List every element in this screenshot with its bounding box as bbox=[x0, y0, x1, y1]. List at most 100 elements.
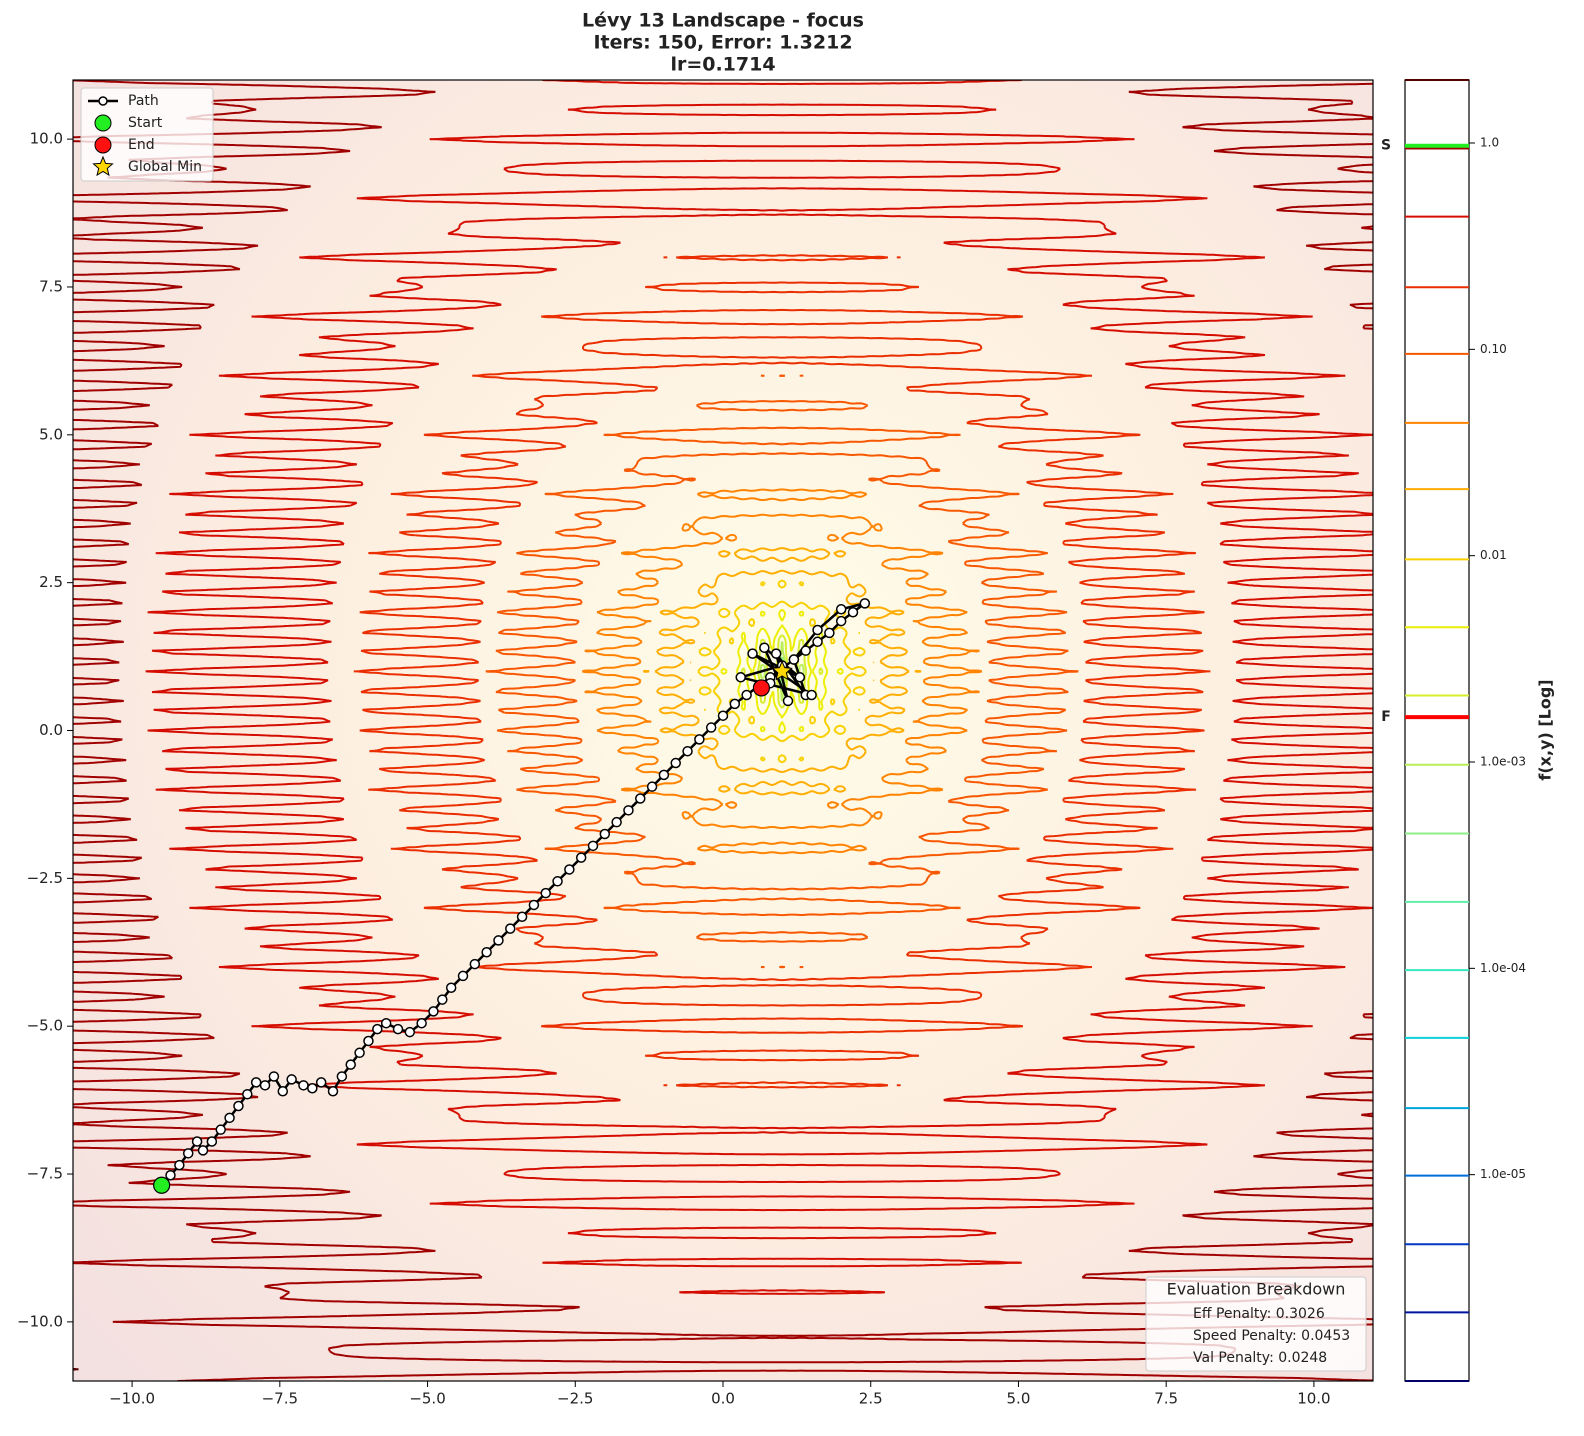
x-tick-label: −2.5 bbox=[557, 1390, 593, 1408]
path-point bbox=[540, 887, 551, 899]
y-tick-label: 10.0 bbox=[30, 130, 63, 148]
path-layer bbox=[153, 598, 871, 1194]
path-point bbox=[806, 689, 817, 701]
path-point bbox=[812, 624, 823, 636]
path-point bbox=[694, 734, 705, 745]
path-point bbox=[575, 852, 587, 863]
contour-line bbox=[73, 1367, 79, 1371]
contour-line bbox=[581, 488, 983, 855]
legend-swatch bbox=[94, 136, 112, 154]
path-point bbox=[759, 642, 770, 653]
colorbar-marker-label: S bbox=[1381, 138, 1391, 154]
path-point bbox=[747, 648, 758, 659]
annotation-line: Val Penalty: 0.0248 bbox=[1193, 1350, 1327, 1366]
colorbar-marker-label: F bbox=[1381, 709, 1391, 725]
x-tick-label: −5.0 bbox=[409, 1390, 445, 1408]
path-point bbox=[735, 672, 746, 683]
path-point bbox=[516, 911, 528, 923]
contour-line bbox=[485, 374, 1079, 969]
path-point bbox=[250, 1077, 262, 1088]
path-point bbox=[729, 698, 741, 710]
path-point bbox=[587, 840, 599, 852]
chart-title: Lévy 13 Landscape - focus bbox=[582, 10, 864, 32]
path-point bbox=[206, 1136, 218, 1147]
legend-label: Global Min bbox=[128, 159, 202, 175]
path-point bbox=[770, 648, 782, 659]
y-tick-label: −10.0 bbox=[17, 1312, 63, 1330]
path-point bbox=[165, 1169, 176, 1181]
path-point bbox=[552, 876, 563, 887]
annotation-title: Evaluation Breakdown bbox=[1167, 1280, 1346, 1299]
path-point bbox=[800, 645, 811, 656]
path-point bbox=[646, 781, 658, 792]
path-point bbox=[623, 805, 634, 816]
path-point bbox=[242, 1088, 253, 1100]
path-point bbox=[794, 672, 806, 683]
path-point bbox=[782, 695, 794, 707]
contour-line bbox=[353, 254, 1211, 1089]
colorbar-tick-label: 0.10 bbox=[1480, 342, 1507, 356]
path-point bbox=[835, 615, 847, 627]
legend-label: End bbox=[128, 137, 155, 153]
path-point bbox=[174, 1159, 185, 1171]
path-point bbox=[224, 1112, 235, 1124]
path-point bbox=[404, 1026, 416, 1038]
colorbar-frame bbox=[1404, 79, 1470, 1382]
path-point bbox=[717, 710, 729, 721]
path-point bbox=[847, 606, 859, 618]
path-point bbox=[469, 958, 481, 970]
global-min bbox=[771, 660, 793, 681]
path-point bbox=[445, 982, 457, 993]
path-point bbox=[286, 1074, 297, 1085]
x-tick-label: −7.5 bbox=[262, 1390, 298, 1408]
path-point bbox=[307, 1083, 318, 1094]
path-point bbox=[372, 1023, 383, 1035]
path-point bbox=[428, 1006, 439, 1017]
start-point bbox=[153, 1176, 171, 1194]
contour-line bbox=[642, 547, 922, 796]
path-point bbox=[268, 1071, 280, 1082]
legend-swatch bbox=[98, 96, 108, 106]
path-point bbox=[315, 1077, 327, 1088]
path-point bbox=[611, 816, 622, 828]
y-tick-label: −2.5 bbox=[27, 869, 63, 887]
x-tick-label: 10.0 bbox=[1297, 1390, 1330, 1408]
contour-line bbox=[145, 80, 1373, 1295]
colorbar-tick-label: 1.0e-05 bbox=[1480, 1167, 1526, 1181]
path-point bbox=[788, 654, 800, 665]
colorbar-label: f(x,y) [Log] bbox=[1536, 679, 1555, 780]
path-point bbox=[812, 636, 823, 648]
x-tick-label: 7.5 bbox=[1154, 1390, 1178, 1408]
path-point bbox=[493, 935, 504, 946]
annotation-box bbox=[1145, 1276, 1367, 1372]
path-point bbox=[658, 769, 670, 781]
path-point bbox=[416, 1017, 427, 1029]
path-point bbox=[354, 1047, 365, 1059]
path-point bbox=[345, 1059, 356, 1070]
x-tick-label: 5.0 bbox=[1007, 1390, 1031, 1408]
path-point bbox=[505, 923, 516, 934]
path-point bbox=[215, 1124, 226, 1135]
chart-subtitle: lr=0.1714 bbox=[670, 54, 775, 76]
path-point bbox=[741, 689, 752, 701]
colorbar-tick-label: 1.0e-04 bbox=[1480, 961, 1526, 975]
x-tick-label: 0.0 bbox=[711, 1390, 735, 1408]
path-point bbox=[528, 899, 540, 911]
legend-swatch bbox=[92, 155, 114, 177]
path-point bbox=[197, 1145, 209, 1156]
y-tick-label: −5.0 bbox=[27, 1017, 63, 1035]
legend-label: Start bbox=[128, 115, 163, 131]
path-point bbox=[233, 1100, 244, 1112]
path-point bbox=[824, 627, 835, 639]
path-point bbox=[363, 1035, 374, 1047]
path-point bbox=[564, 864, 575, 875]
y-tick-label: 7.5 bbox=[39, 277, 63, 295]
path-point bbox=[670, 757, 681, 769]
path-point bbox=[380, 1017, 392, 1029]
path-point bbox=[277, 1085, 289, 1097]
path-point bbox=[457, 970, 469, 982]
path-point bbox=[182, 1148, 194, 1159]
path-point bbox=[437, 994, 448, 1005]
annotation-line: Eff Penalty: 0.3026 bbox=[1193, 1306, 1325, 1322]
